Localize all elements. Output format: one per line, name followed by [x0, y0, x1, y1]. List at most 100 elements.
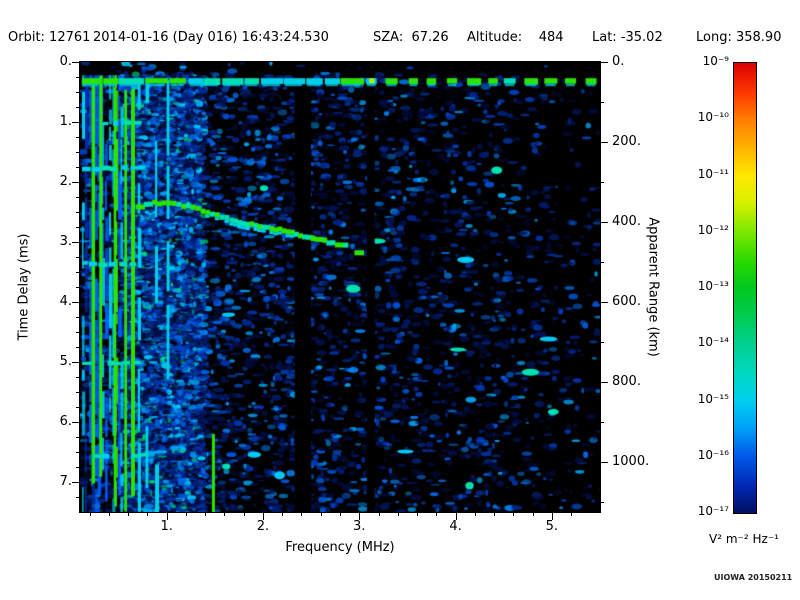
- axis-tick: [72, 182, 80, 183]
- header-datetime: 2014-01-16 (Day 016) 16:43:24.530: [93, 30, 329, 45]
- axis-tick: [600, 302, 608, 303]
- colorbar-tick-label: 10⁻¹⁷: [697, 504, 729, 518]
- axis-tick: [340, 512, 341, 516]
- axis-tick: [436, 512, 438, 516]
- axis-tick: [76, 407, 80, 408]
- axis-tick: [600, 262, 604, 263]
- axis-tick: [600, 502, 604, 503]
- axis-tick: [224, 512, 226, 516]
- axis-tick: [76, 437, 80, 438]
- axis-tick: [147, 512, 149, 516]
- y-tick-label: 7.: [59, 474, 72, 489]
- header-lat: Lat: -35.02: [592, 30, 663, 45]
- plot-frame: [79, 61, 601, 513]
- axis-tick: [571, 512, 573, 516]
- colorbar-tick-label: 10⁻⁹: [702, 54, 729, 68]
- x-tick-label: 3.: [353, 519, 366, 534]
- axis-tick: [76, 257, 80, 258]
- axis-tick: [89, 512, 91, 516]
- axis-tick: [76, 452, 80, 453]
- axis-tick: [397, 512, 399, 516]
- axis-tick: [72, 62, 80, 63]
- axis-tick: [600, 342, 604, 343]
- colorbar: [733, 62, 757, 514]
- axis-tick: [76, 377, 80, 378]
- axis-tick: [378, 512, 380, 516]
- axis-tick: [600, 222, 608, 223]
- y-tick-label: 1.: [59, 114, 72, 129]
- axis-tick: [76, 77, 80, 78]
- axis-tick: [72, 482, 80, 483]
- y-tick-label: 2.: [59, 174, 72, 189]
- axis-tick: [76, 347, 80, 348]
- axis-tick: [76, 392, 80, 393]
- axis-tick: [72, 362, 80, 363]
- axis-tick: [108, 512, 110, 516]
- axis-tick: [455, 512, 457, 520]
- axis-tick: [72, 122, 80, 123]
- axis-tick: [72, 422, 80, 423]
- colorbar-tick-label: 10⁻¹¹: [697, 166, 729, 181]
- axis-tick: [76, 497, 80, 498]
- x-tick-label: 2.: [256, 519, 270, 534]
- y-tick-label: 0.: [59, 54, 72, 69]
- axis-tick: [76, 197, 80, 198]
- axis-tick: [262, 512, 264, 520]
- axis-tick: [76, 272, 80, 273]
- axis-tick: [301, 512, 303, 516]
- axis-tick: [282, 512, 284, 516]
- axis-tick: [76, 287, 80, 288]
- axis-tick: [551, 512, 553, 520]
- axis-tick: [320, 512, 322, 516]
- colorbar-tick-label: 10⁻¹⁴: [697, 335, 729, 350]
- x-tick-label: 5.: [545, 519, 559, 534]
- axis-tick: [76, 317, 80, 318]
- axis-tick: [600, 462, 608, 463]
- axis-tick: [128, 512, 130, 516]
- axis-tick: [417, 512, 419, 516]
- right-tick-label: 200.: [612, 134, 641, 149]
- axis-tick: [600, 422, 604, 423]
- axis-tick: [72, 242, 80, 243]
- axis-tick: [600, 62, 608, 63]
- header-altitude: Altitude: 484: [467, 30, 564, 45]
- x-tick-label: 1.: [160, 519, 173, 534]
- y-tick-label: 3.: [59, 234, 72, 249]
- axis-tick: [494, 512, 496, 516]
- axis-tick: [185, 512, 187, 516]
- axis-tick: [76, 467, 80, 468]
- axis-tick: [72, 302, 80, 303]
- axis-tick: [76, 137, 80, 138]
- colorbar-tick-label: 10⁻¹⁰: [697, 110, 729, 125]
- axis-tick: [359, 512, 361, 520]
- y-tick-label: 4.: [59, 294, 72, 309]
- axis-tick: [243, 512, 245, 516]
- header-sza: SZA: 67.26: [373, 30, 449, 45]
- y-tick-label: 6.: [59, 414, 72, 429]
- colorbar-tick-label: 10⁻¹²: [697, 222, 729, 237]
- axis-tick: [513, 512, 515, 516]
- axis-tick: [205, 512, 207, 516]
- watermark: UIOWA 20150211: [714, 573, 793, 582]
- y-axis-label-left: Time Delay (ms): [16, 233, 32, 341]
- axis-tick: [166, 512, 168, 520]
- header-orbit: Orbit: 12761: [8, 30, 91, 45]
- axis-tick: [532, 512, 534, 516]
- axis-tick: [76, 167, 80, 168]
- axis-tick: [600, 142, 608, 143]
- header-long: Long: 358.90: [696, 30, 782, 45]
- x-tick-label: 4.: [449, 519, 462, 534]
- axis-tick: [76, 107, 80, 108]
- right-tick-label: 600.: [612, 294, 641, 309]
- axis-tick: [600, 102, 604, 103]
- colorbar-tick-label: 10⁻¹⁵: [697, 391, 729, 406]
- right-tick-label: 0.: [612, 54, 625, 69]
- axis-tick: [474, 512, 476, 516]
- x-axis-label: Frequency (MHz): [285, 540, 395, 555]
- axis-tick: [600, 382, 608, 383]
- spectrogram-canvas: [80, 62, 600, 512]
- axis-tick: [76, 227, 80, 228]
- axis-tick: [76, 92, 80, 93]
- colorbar-unit-label: V² m⁻² Hz⁻¹: [709, 532, 779, 546]
